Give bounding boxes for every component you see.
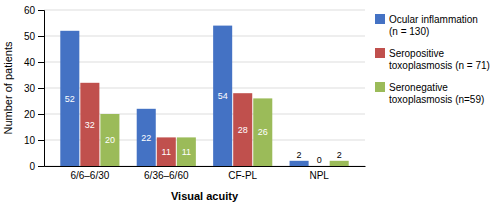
data-label: 2: [337, 150, 342, 160]
y-tick-mark: [38, 166, 44, 167]
data-label: 20: [105, 135, 115, 145]
x-tick: 6/36–6/60: [144, 170, 189, 181]
data-label: 54: [218, 91, 228, 101]
y-tick: 50: [24, 31, 44, 42]
y-tick-mark: [38, 88, 44, 89]
bar: [233, 93, 252, 166]
data-label: 32: [85, 120, 95, 130]
legend-swatch: [375, 82, 385, 92]
x-tick: CF-PL: [228, 170, 257, 181]
data-labels: 52 22 54 2 32 11 28 0 20 11 26 2: [65, 91, 342, 165]
data-label: 26: [258, 127, 268, 137]
x-axis-title: Visual acuity: [171, 190, 239, 202]
y-tick: 40: [24, 57, 44, 68]
x-tick: 6/6–6/30: [70, 170, 109, 181]
bar: [60, 31, 79, 166]
data-label: 52: [65, 94, 75, 104]
y-tick-mark: [38, 62, 44, 63]
legend-label: Seronegativetoxoplasmosis (n=59): [389, 82, 484, 105]
x-tick-label: 6/6–6/30: [70, 170, 109, 181]
legend-item: Ocular inflammation(n = 130): [375, 14, 478, 37]
plot: 6/6–6/306/36–6/60CF-PLNPL010203040506052…: [24, 5, 366, 181]
grid-line: [44, 62, 365, 63]
bar: [213, 26, 232, 166]
y-tick: 60: [24, 5, 44, 16]
legend-label: Seropositivetoxoplasmosis (n = 71): [389, 48, 490, 71]
y-tick: 30: [24, 83, 44, 94]
x-tick-label: 6/36–6/60: [144, 170, 189, 181]
legend-label: Ocular inflammation(n = 130): [389, 14, 478, 37]
legend: Ocular inflammation(n = 130) Seropositive…: [375, 14, 490, 105]
bar: [157, 137, 176, 166]
bar: [253, 98, 272, 166]
y-tick-mark: [38, 36, 44, 37]
grid: [44, 10, 365, 166]
data-label: 22: [141, 133, 151, 143]
bar: [137, 109, 156, 166]
grid-line: [44, 10, 365, 11]
x-tick-label: CF-PL: [228, 170, 257, 181]
y-tick-label: 60: [24, 5, 36, 16]
y-tick-mark: [38, 114, 44, 115]
y-tick-label: 10: [24, 135, 36, 146]
y-tick-label: 0: [29, 161, 35, 172]
data-label: 2: [297, 150, 302, 160]
y-tick-mark: [38, 10, 44, 11]
bar: [100, 114, 119, 166]
bar: [177, 137, 196, 166]
y-tick-label: 20: [24, 109, 36, 120]
x-tick: NPL: [309, 170, 329, 181]
y-tick: 0: [29, 161, 44, 172]
bar: [330, 161, 349, 166]
y-axis: 0 10 20 30 40 50 60: [24, 5, 45, 172]
data-label: 11: [162, 147, 171, 157]
bar: [310, 166, 329, 167]
legend-item: Seronegativetoxoplasmosis (n=59): [375, 82, 484, 105]
bar: [290, 161, 309, 166]
legend-swatch: [375, 48, 385, 58]
x-axis-line: [45, 166, 366, 167]
chart: 6/6–6/306/36–6/60CF-PLNPL010203040506052…: [0, 0, 500, 206]
data-label: 11: [182, 147, 191, 157]
x-axis: 6/6–6/30 6/36–6/60 CF-PL NPL: [45, 167, 366, 182]
legend-swatch: [375, 14, 385, 24]
y-tick-label: 30: [24, 83, 36, 94]
y-tick-label: 50: [24, 31, 36, 42]
y-axis-line: [38, 11, 45, 167]
y-axis-title: Number of patients: [2, 41, 14, 134]
y-tick: 10: [24, 135, 44, 146]
y-tick-mark: [38, 140, 44, 141]
data-label: 28: [238, 125, 248, 135]
legend-item: Seropositivetoxoplasmosis (n = 71): [375, 48, 490, 71]
data-label: 0: [317, 155, 322, 165]
bar: [80, 83, 99, 166]
bars: [60, 26, 348, 166]
x-tick-label: NPL: [309, 170, 329, 181]
y-tick: 20: [24, 109, 44, 120]
grid-line: [44, 36, 365, 37]
y-tick-label: 40: [24, 57, 36, 68]
